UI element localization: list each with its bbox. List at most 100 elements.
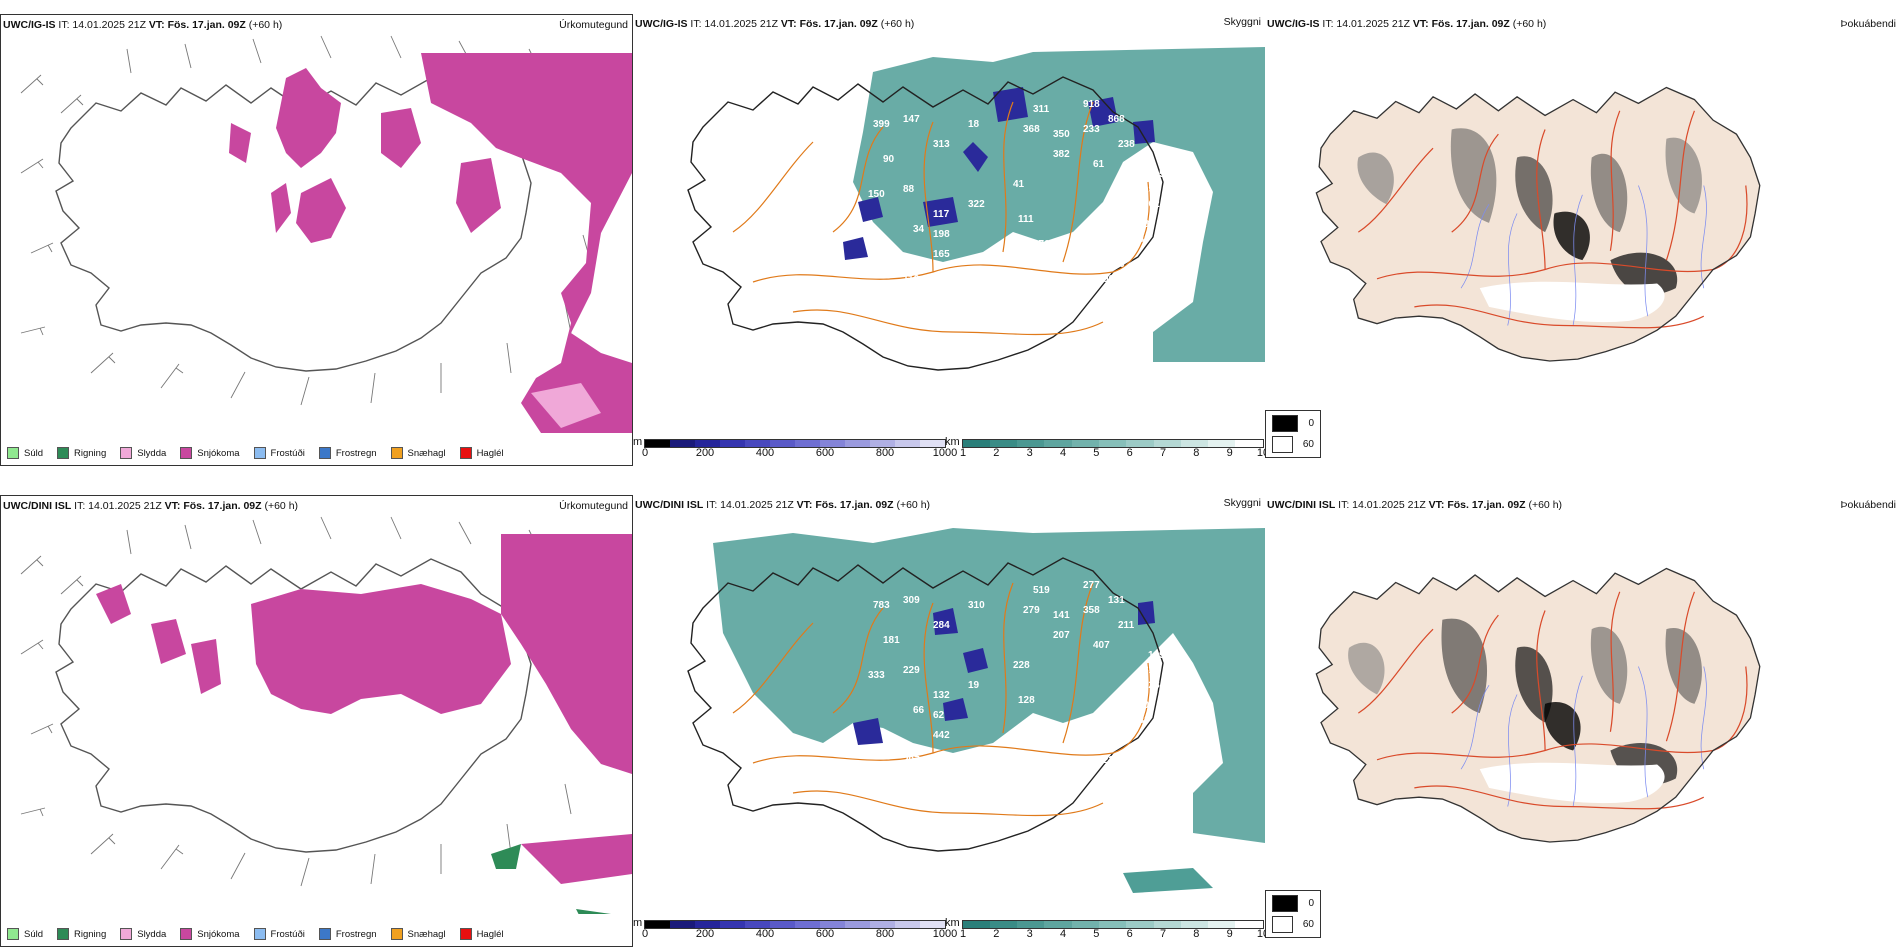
legend-item: Rigning <box>57 928 106 940</box>
legend-swatch <box>7 447 19 459</box>
fog-map <box>1265 513 1855 918</box>
colorbar-cell <box>745 440 771 447</box>
legend-item: Rigning <box>57 447 106 459</box>
precip-map <box>20 35 632 433</box>
colorbar-tick: 800 <box>875 447 895 459</box>
colorbar-cell <box>895 440 921 447</box>
cloudbase-label: 12 <box>1108 740 1120 751</box>
cloudbase-label: 128 <box>1143 680 1160 691</box>
colorbar-cell <box>1153 440 1181 447</box>
cloudbase-label: 88 <box>903 184 915 195</box>
colorbar-tick: 5 <box>1093 928 1100 940</box>
colorbar-cell <box>870 440 896 447</box>
cloudbase-label: 207 <box>1053 630 1070 641</box>
colorbar-cell <box>1180 921 1209 928</box>
cloudbase-label: 229 <box>903 665 920 676</box>
cloudbase-label: 169 <box>1148 650 1165 661</box>
colorbar-tick: 1 <box>959 928 967 940</box>
cloudbase-label: 432 <box>963 750 980 761</box>
fog-panel-row2: UWC/DINI ISL IT: 14.01.2025 21Z VT: Fös.… <box>1265 495 1900 947</box>
colorbar-cell <box>1017 921 1045 928</box>
cloudbase-label: 116 <box>903 274 920 285</box>
cloudbase-label: 144 <box>1013 254 1030 265</box>
legend-item: Slydda <box>120 928 166 940</box>
colorbar-cell <box>820 921 846 928</box>
cloudbase-label: 181 <box>883 635 900 646</box>
cloudbase-label: 125 <box>873 286 890 297</box>
cloudbase-label: 868 <box>1108 114 1125 125</box>
colorbar-tick: 9 <box>1226 928 1233 940</box>
colorbar-cell <box>820 440 846 447</box>
cloudbase-label: 238 <box>1118 139 1135 150</box>
panel-title: Úrkomutegund <box>559 500 628 512</box>
colorbar-tick: 4 <box>1059 447 1067 459</box>
colorbar-cell <box>962 440 990 447</box>
legend-item: Súld <box>7 928 43 940</box>
legend-item: Haglél <box>459 447 504 459</box>
colorbar-cell <box>1208 921 1236 928</box>
cloudbase-label: 62 <box>933 710 945 721</box>
colorbar-tick: 6 <box>1126 447 1133 459</box>
colorbar-cell <box>1180 440 1209 447</box>
colorbar-cell <box>870 921 896 928</box>
colorbar-cell <box>695 440 721 447</box>
panel-header: UWC/IG-IS IT: 14.01.2025 21Z VT: Fös. 17… <box>1267 18 1547 30</box>
cloudbase-label: 138 <box>1133 715 1150 726</box>
legend-item: Súld <box>7 447 43 459</box>
colorbar-tick: 3 <box>1026 447 1033 459</box>
legend-item: Haglél <box>459 928 504 940</box>
panel-title: Skyggni <box>1223 16 1261 28</box>
legend-item: Frostregn <box>318 928 377 940</box>
colorbar-tick: 3 <box>1026 928 1033 940</box>
colorbar-tick: 0 <box>641 447 649 459</box>
colorbar-cell <box>1044 921 1072 928</box>
panel-title: Þokuábendi <box>1840 499 1896 511</box>
colorbar-tick: 4 <box>1059 928 1067 940</box>
precip-legend: Súld Rigning Slydda Snjókoma Frostúði Fr… <box>7 447 504 459</box>
colorbar-cell <box>962 921 990 928</box>
colorbar-cell <box>795 440 821 447</box>
cloudbase-label: 918 <box>1083 99 1100 110</box>
colorbar-tick: 1000 <box>932 447 958 459</box>
panel-title: Þokuábendi <box>1840 18 1896 30</box>
colorbar-tick: 600 <box>815 928 835 940</box>
cloudbase-label: 297 <box>903 755 920 766</box>
legend-swatch <box>57 447 70 459</box>
cloudbase-label: 230 <box>1108 259 1125 270</box>
cloudbase-label: 193 <box>1143 184 1160 195</box>
visibility-colorbar: km 1 2 3 4 5 6 7 8 9 10 <box>945 436 1270 459</box>
colorbar-cell <box>770 440 796 447</box>
cloudbase-label: 150 <box>868 189 885 200</box>
legend-swatch <box>253 447 266 459</box>
cloudbase-label: 368 <box>1023 124 1040 135</box>
cloudbase-label: 238 <box>888 264 905 275</box>
colorbar-cell <box>1044 440 1072 447</box>
legend-item: Slydda <box>120 447 166 459</box>
colorbar-tick: 400 <box>755 928 775 940</box>
legend-swatch <box>120 447 133 459</box>
colorbar-cell <box>745 921 771 928</box>
colorbar-tick: 600 <box>815 447 835 459</box>
panel-header: UWC/DINI ISL IT: 14.01.2025 21Z VT: Fös.… <box>635 499 931 511</box>
panel-title: Úrkomutegund <box>559 19 628 31</box>
colorbar-tick: 8 <box>1193 447 1200 459</box>
cloudbase-label: 309 <box>903 595 920 606</box>
cloudbase-label: 442 <box>933 730 950 741</box>
cloudbase-label: 165 <box>933 249 950 260</box>
panel-title: Skyggni <box>1223 497 1261 509</box>
colorbar-tick: 9 <box>1226 447 1233 459</box>
colorbar-tick: 6 <box>1126 928 1133 940</box>
cloudbase-label: 140 <box>863 785 880 796</box>
cloudbase-label: 313 <box>933 139 950 150</box>
cloudbase-label: 32 <box>1013 735 1025 746</box>
colorbar-cell <box>920 921 946 928</box>
visibility-colorbar: km 1 2 3 4 5 6 7 8 9 10 <box>945 917 1270 940</box>
cloudbase-label: 333 <box>868 670 885 681</box>
cloudbase-label: 279 <box>1023 605 1040 616</box>
cloudbase-label: 111 <box>1018 214 1034 225</box>
cloudbase-label: 198 <box>933 229 950 240</box>
colorbar-cell <box>645 921 671 928</box>
colorbar-cell <box>989 921 1018 928</box>
